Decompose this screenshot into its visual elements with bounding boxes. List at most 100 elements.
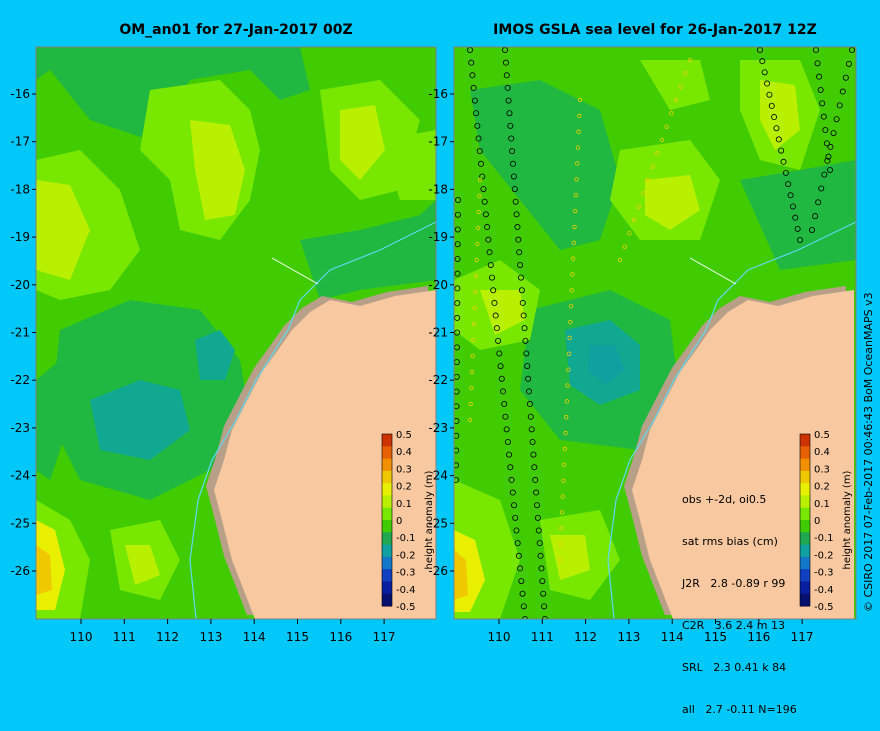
track-point (568, 319, 573, 325)
track-point (561, 478, 566, 483)
x-tick-label: 114 (243, 630, 266, 644)
stats-box: obs +-2d, oi0.5 sat rms bias (cm) J2R 2.… (682, 465, 802, 731)
track-point (454, 285, 461, 292)
track-point (636, 204, 641, 209)
track-point (773, 125, 780, 132)
satellite-tracks (454, 47, 856, 619)
track-point (508, 476, 515, 483)
track-point (627, 231, 632, 236)
track-point (519, 299, 526, 306)
track-point (509, 160, 516, 167)
track-point (820, 113, 827, 120)
track-point (622, 244, 627, 249)
track-point (570, 256, 576, 261)
track-point (517, 565, 524, 572)
track-point (491, 299, 498, 306)
track-point (559, 526, 564, 531)
y-tick-label: -23 (428, 421, 448, 435)
track-point (481, 198, 488, 205)
track-point (510, 173, 517, 180)
track-point (631, 217, 637, 223)
track-point (517, 261, 524, 268)
map-figure: 110 111 112 113 114 115 116 117 -16 -17 -18 -19 -20 -… (10, 46, 857, 644)
track-point (518, 578, 525, 585)
track-point (617, 257, 623, 263)
track-point (508, 135, 515, 142)
track-point (454, 270, 461, 277)
track-point (566, 351, 572, 356)
track-point (842, 74, 849, 81)
x-tick-label: 110 (488, 630, 511, 644)
track-point (526, 401, 533, 408)
track-point (641, 191, 646, 196)
track-point (473, 273, 479, 279)
colorbar-tick-label: 0.2 (814, 482, 830, 493)
track-point (572, 224, 577, 230)
track-point (454, 300, 461, 307)
left-map (36, 47, 436, 619)
track-point (484, 224, 491, 231)
track-point (527, 413, 534, 420)
track-point (511, 186, 518, 193)
track-point (485, 236, 492, 243)
track-point (771, 114, 778, 121)
y-tick-label: -26 (10, 564, 30, 578)
track-point (454, 477, 459, 483)
track-point (520, 312, 527, 319)
track-point (454, 418, 460, 425)
track-point (792, 214, 799, 221)
y-tick-label: -21 (10, 326, 30, 340)
colorbar-tick-label: 0.5 (814, 430, 830, 441)
track-point (687, 57, 693, 63)
y-tick-label: -17 (428, 135, 448, 149)
track-point (538, 565, 545, 572)
track-point (512, 514, 519, 521)
track-point (529, 438, 536, 445)
track-point (785, 181, 792, 188)
track-point (794, 225, 801, 232)
track-point (513, 527, 520, 534)
track-point (577, 113, 582, 119)
track-point (761, 69, 768, 76)
track-point (566, 367, 571, 372)
track-point (512, 198, 519, 205)
track-point (782, 169, 789, 176)
track-point (454, 462, 460, 469)
track-point (469, 385, 474, 391)
track-point (522, 337, 529, 344)
x-tick-label: 115 (704, 630, 727, 644)
colorbar-tick-label: -0.1 (396, 533, 416, 544)
colorbar-tick-label: -0.5 (814, 602, 834, 613)
colorbar-swatch (800, 470, 810, 484)
track-point (520, 603, 527, 610)
track-point (673, 97, 679, 103)
colorbar-tick-label: -0.2 (396, 550, 416, 561)
track-point (472, 305, 477, 311)
stats-row: C2R 3.6 2.4 m 13 (682, 619, 786, 632)
colorbar-tick-label: 0.3 (396, 464, 412, 475)
track-point (470, 84, 477, 91)
track-point (487, 261, 494, 268)
track-point (789, 203, 796, 210)
track-point (542, 616, 548, 619)
track-point (504, 438, 511, 445)
track-point (563, 430, 568, 436)
track-point (495, 337, 502, 344)
track-point (474, 122, 481, 129)
track-point (669, 111, 674, 116)
track-point (571, 240, 576, 245)
left-colorbar: 0.5 0.4 0.3 0.2 0.1 0 -0.1 -0.2 -0.3 -0.4 -0.5 heig… (381, 430, 435, 613)
y-tick-label: -26 (428, 564, 448, 578)
track-point (492, 312, 499, 319)
colorbar-swatch (800, 544, 810, 558)
track-point (473, 289, 478, 295)
track-point (497, 363, 504, 370)
track-point (471, 337, 476, 343)
colorbar-tick-label: 0.2 (396, 482, 412, 493)
colorbar-swatch (382, 483, 392, 496)
colorbar-tick-label: 0.3 (814, 464, 830, 475)
track-point (778, 147, 785, 154)
y-tick-label: -25 (428, 516, 448, 530)
left-panel-title: OM_an01 for 27-Jan-2017 00Z (119, 22, 353, 38)
track-point (469, 72, 476, 79)
